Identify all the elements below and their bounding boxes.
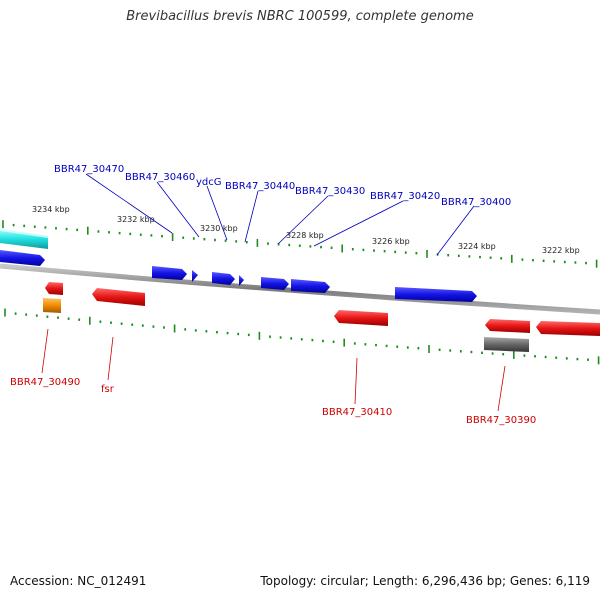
scale-label: 3224 kbp [458, 242, 496, 251]
reverse-leaders [41, 328, 506, 412]
gene-label-forward[interactable]: ydcG [196, 177, 222, 188]
forward-leaders [85, 173, 475, 256]
scale-label: 3230 kbp [200, 224, 238, 233]
forward-genes [0, 250, 477, 302]
scale-label: 3232 kbp [117, 215, 155, 224]
gene-label-reverse[interactable]: BBR47_30390 [466, 415, 536, 426]
gene-label-reverse[interactable]: fsr [101, 384, 115, 395]
scale-label: 3222 kbp [542, 246, 580, 255]
gene-label-forward[interactable]: BBR47_30440 [225, 181, 295, 192]
gene-forward[interactable] [261, 277, 289, 290]
gene-forward[interactable] [192, 270, 198, 282]
gene-forward[interactable] [291, 279, 330, 293]
gene-label-reverse[interactable]: BBR47_30490 [10, 377, 80, 388]
gene-label-forward[interactable]: BBR47_30400 [441, 197, 511, 208]
gene-orange[interactable] [43, 298, 61, 313]
reverse-gene-labels: BBR47_30490 fsr BBR47_30410 BBR47_30390 [10, 377, 536, 426]
gene-reverse[interactable] [45, 282, 63, 295]
gene-cyan[interactable] [0, 229, 48, 249]
map-title: Brevibacillus brevis NBRC 100599, comple… [126, 9, 474, 24]
gene-label-forward[interactable]: BBR47_30460 [125, 172, 195, 183]
gene-reverse[interactable] [334, 310, 388, 326]
gene-forward[interactable] [0, 250, 45, 266]
scale-label: 3234 kbp [32, 205, 70, 214]
gene-reverse[interactable] [485, 319, 530, 333]
gene-label-forward[interactable]: BBR47_30470 [54, 164, 124, 175]
gene-label-reverse[interactable]: BBR47_30410 [322, 407, 392, 418]
gene-forward[interactable] [395, 287, 477, 302]
gene-reverse[interactable] [92, 288, 145, 306]
genome-summary-text: Topology: circular; Length: 6,296,436 bp… [260, 574, 590, 588]
scale-ticks-lower [4, 308, 600, 365]
scale-label: 3228 kbp [286, 231, 324, 240]
gene-forward[interactable] [239, 275, 244, 286]
reverse-genes [45, 282, 600, 336]
gene-forward[interactable] [152, 266, 187, 280]
scale-ticks-upper [2, 220, 598, 268]
gene-gray[interactable] [484, 337, 529, 352]
gene-reverse[interactable] [536, 321, 600, 336]
gene-forward[interactable] [212, 272, 235, 285]
gene-label-forward[interactable]: BBR47_30430 [295, 186, 365, 197]
forward-gene-labels: BBR47_30470 BBR47_30460 ydcG BBR47_30440… [54, 164, 511, 208]
scale-label: 3226 kbp [372, 237, 410, 246]
accession-text: Accession: NC_012491 [10, 574, 147, 588]
gene-label-forward[interactable]: BBR47_30420 [370, 191, 440, 202]
scale-labels: 3234 kbp 3232 kbp 3230 kbp 3228 kbp 3226… [32, 205, 580, 255]
